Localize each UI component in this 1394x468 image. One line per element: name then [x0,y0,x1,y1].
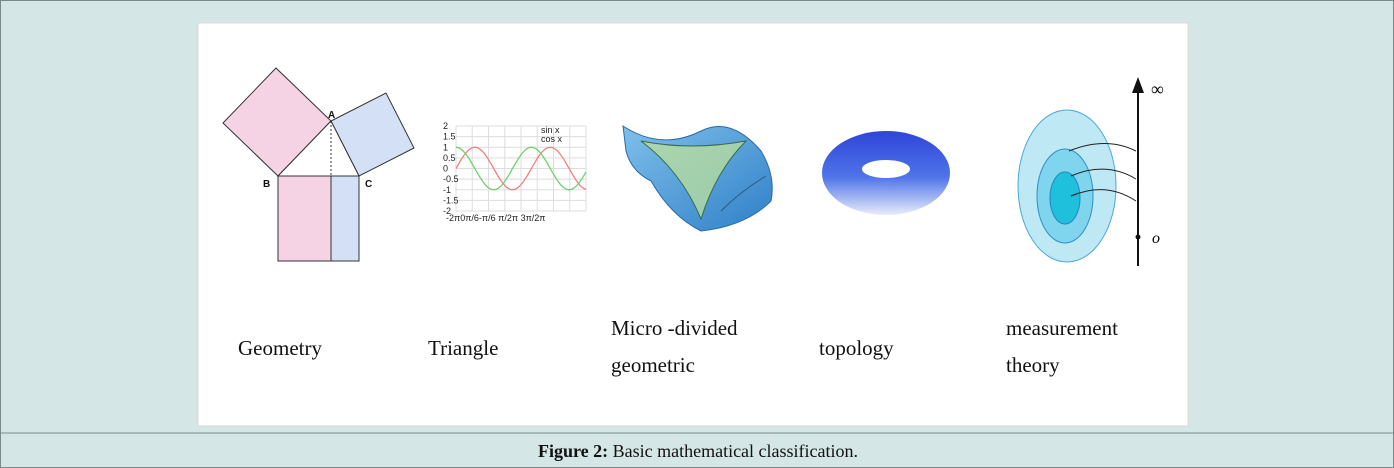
panel-label: theory [1006,353,1060,377]
y-tick-label: 1 [443,142,448,152]
y-tick-label: 2 [443,121,448,131]
infinity-label: ∞ [1151,79,1164,99]
y-tick-label: -1.5 [443,195,459,205]
figure-page: A B C 21.510.50-0.5-1-1.5-2-2π0π/6-π/6 π… [0,0,1394,468]
caption-number: Figure 2: [538,441,608,461]
panel-label: Geometry [238,336,322,360]
y-tick-label: -1 [443,185,451,195]
origin-label: o [1152,230,1160,247]
caption-text: Basic mathematical classification. [613,441,858,461]
panel-label: measurement [1006,316,1118,340]
caption: Figure 2: Basic mathematical classificat… [538,441,858,461]
point-label: C [365,179,372,190]
point-label: B [263,179,270,190]
torus [822,131,950,215]
panel-label: geometric [611,353,695,377]
legend-entry: cos x [541,134,563,144]
point-label: A [328,110,335,121]
figure: A B C 21.510.50-0.5-1-1.5-2-2π0π/6-π/6 π… [1,1,1394,468]
panel-label: topology [819,336,894,360]
x-tick-label: -2π0π/6-π/6 π/2π 3π/2π [446,213,546,223]
y-tick-label: -0.5 [443,174,459,184]
y-tick-label: 0 [443,164,448,174]
panel-label: Triangle [428,336,498,360]
panel-label: Micro -divided [611,316,738,340]
y-tick-label: 1.5 [443,132,456,142]
y-tick-label: 0.5 [443,153,456,163]
